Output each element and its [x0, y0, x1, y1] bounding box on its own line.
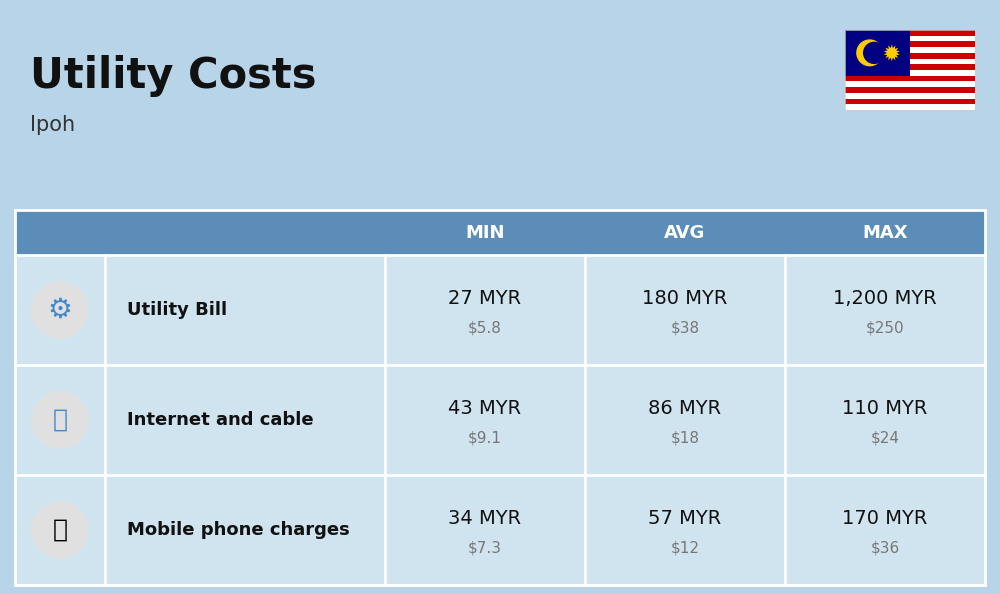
Text: AVG: AVG — [664, 223, 706, 242]
Text: $7.3: $7.3 — [468, 541, 502, 555]
Text: 110 MYR: 110 MYR — [842, 399, 928, 418]
Bar — [845, 36, 975, 42]
Text: $38: $38 — [670, 321, 700, 336]
Text: 34 MYR: 34 MYR — [448, 508, 522, 527]
Bar — [845, 75, 975, 81]
Bar — [845, 70, 975, 75]
Text: $250: $250 — [866, 321, 904, 336]
Bar — [845, 30, 975, 36]
Polygon shape — [884, 45, 900, 60]
Circle shape — [857, 40, 883, 66]
Text: Mobile phone charges: Mobile phone charges — [127, 521, 350, 539]
Text: $12: $12 — [670, 541, 700, 555]
Text: 📱: 📱 — [52, 518, 68, 542]
Text: Utility Bill: Utility Bill — [127, 301, 228, 319]
Bar — [15, 475, 985, 585]
Text: 180 MYR: 180 MYR — [642, 289, 728, 308]
Text: $9.1: $9.1 — [468, 431, 502, 446]
Bar — [15, 255, 985, 365]
Text: $36: $36 — [870, 541, 900, 555]
Text: $18: $18 — [670, 431, 700, 446]
Bar — [845, 93, 975, 99]
Text: $24: $24 — [870, 431, 900, 446]
Text: 27 MYR: 27 MYR — [448, 289, 522, 308]
Bar — [845, 81, 975, 87]
Text: MIN: MIN — [465, 223, 505, 242]
Bar — [845, 64, 975, 70]
Text: 43 MYR: 43 MYR — [448, 399, 522, 418]
Circle shape — [864, 42, 885, 64]
Circle shape — [32, 502, 88, 558]
Text: ⚙: ⚙ — [48, 296, 72, 324]
Text: $5.8: $5.8 — [468, 321, 502, 336]
Text: Utility Costs: Utility Costs — [30, 55, 316, 97]
Text: 〜: 〜 — [52, 408, 68, 432]
Circle shape — [32, 282, 88, 338]
Bar — [845, 30, 910, 75]
Bar — [845, 105, 975, 110]
Polygon shape — [884, 46, 900, 61]
Bar — [845, 42, 975, 47]
Bar — [845, 30, 975, 110]
Text: Internet and cable: Internet and cable — [127, 411, 314, 429]
Bar — [845, 59, 975, 64]
Bar — [15, 210, 985, 585]
Bar — [845, 99, 975, 105]
Text: 1,200 MYR: 1,200 MYR — [833, 289, 937, 308]
Circle shape — [32, 392, 88, 448]
Bar — [15, 210, 985, 255]
Text: 57 MYR: 57 MYR — [648, 508, 722, 527]
Bar — [845, 47, 975, 53]
Text: 170 MYR: 170 MYR — [842, 508, 928, 527]
Bar — [15, 365, 985, 475]
Text: 86 MYR: 86 MYR — [648, 399, 722, 418]
Bar — [845, 53, 975, 59]
Bar — [845, 87, 975, 93]
Text: Ipoh: Ipoh — [30, 115, 75, 135]
Text: MAX: MAX — [862, 223, 908, 242]
